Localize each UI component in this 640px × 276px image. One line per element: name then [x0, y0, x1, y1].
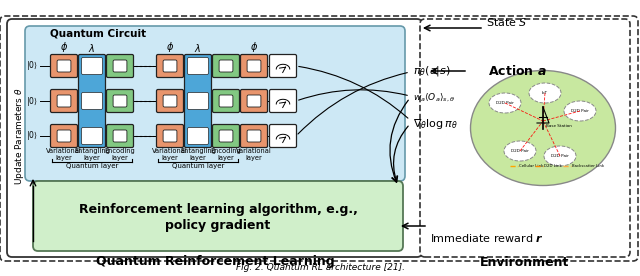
FancyBboxPatch shape	[51, 89, 77, 113]
Text: D2D Pair: D2D Pair	[496, 101, 514, 105]
Text: $|0\rangle$: $|0\rangle$	[26, 60, 38, 73]
Ellipse shape	[544, 146, 576, 166]
FancyBboxPatch shape	[219, 95, 233, 107]
Text: Base Station: Base Station	[546, 124, 572, 128]
Text: D2D Pair: D2D Pair	[571, 109, 589, 113]
FancyBboxPatch shape	[51, 54, 77, 78]
FancyBboxPatch shape	[269, 54, 296, 78]
Text: Update Parameters $\theta$: Update Parameters $\theta$	[13, 87, 26, 185]
FancyBboxPatch shape	[163, 95, 177, 107]
Text: $\lambda$: $\lambda$	[88, 42, 95, 54]
Text: Quantum Circuit: Quantum Circuit	[50, 28, 146, 38]
Text: Fig. 2. Quantum RL architecture [21].: Fig. 2. Quantum RL architecture [21].	[236, 263, 404, 272]
Text: Variational
layer: Variational layer	[236, 148, 272, 161]
Text: policy gradient: policy gradient	[165, 219, 271, 232]
FancyBboxPatch shape	[420, 19, 630, 257]
Ellipse shape	[564, 101, 596, 121]
FancyBboxPatch shape	[106, 124, 134, 147]
FancyBboxPatch shape	[269, 89, 296, 113]
FancyBboxPatch shape	[247, 60, 261, 72]
Text: D2D Pair: D2D Pair	[551, 154, 569, 158]
Text: Variational
layer: Variational layer	[46, 148, 82, 161]
Text: Quantum layer: Quantum layer	[66, 163, 118, 169]
Text: Reinforcement learning algorithm, e.g.,: Reinforcement learning algorithm, e.g.,	[79, 203, 357, 216]
Text: State $S$: State $S$	[486, 16, 528, 28]
FancyBboxPatch shape	[113, 60, 127, 72]
FancyBboxPatch shape	[81, 128, 102, 145]
Text: Quantum Reinforcement Learning: Quantum Reinforcement Learning	[96, 256, 334, 269]
FancyBboxPatch shape	[157, 124, 184, 147]
Text: $\nabla_{\theta} \log \pi_{\theta}$: $\nabla_{\theta} \log \pi_{\theta}$	[413, 117, 458, 131]
Text: $\phi$: $\phi$	[60, 40, 68, 54]
FancyBboxPatch shape	[247, 95, 261, 107]
FancyBboxPatch shape	[163, 130, 177, 142]
FancyBboxPatch shape	[241, 89, 268, 113]
FancyBboxPatch shape	[33, 181, 403, 251]
Text: $w_a\langle O_a\rangle_{s,\theta}$: $w_a\langle O_a\rangle_{s,\theta}$	[413, 92, 455, 104]
FancyBboxPatch shape	[212, 124, 239, 147]
Text: $\phi$: $\phi$	[166, 40, 174, 54]
FancyBboxPatch shape	[81, 92, 102, 110]
FancyBboxPatch shape	[219, 60, 233, 72]
Text: Cellular Link: Cellular Link	[519, 164, 543, 168]
FancyBboxPatch shape	[25, 26, 405, 181]
Text: $|0\rangle$: $|0\rangle$	[26, 129, 38, 142]
FancyBboxPatch shape	[188, 92, 209, 110]
FancyBboxPatch shape	[81, 57, 102, 75]
Text: Encoding
layer: Encoding layer	[211, 148, 241, 161]
Ellipse shape	[470, 70, 616, 185]
Text: $\pi_{\theta}(a|s)$: $\pi_{\theta}(a|s)$	[413, 64, 451, 78]
FancyBboxPatch shape	[157, 54, 184, 78]
Text: $\phi$: $\phi$	[250, 40, 258, 54]
Text: Quantum layer: Quantum layer	[172, 163, 224, 169]
FancyBboxPatch shape	[106, 89, 134, 113]
Text: Action $\boldsymbol{a}$: Action $\boldsymbol{a}$	[488, 64, 547, 78]
FancyBboxPatch shape	[219, 130, 233, 142]
FancyBboxPatch shape	[106, 54, 134, 78]
Text: IoT: IoT	[542, 91, 548, 95]
FancyBboxPatch shape	[163, 60, 177, 72]
FancyBboxPatch shape	[51, 124, 77, 147]
Text: Backscatter Link: Backscatter Link	[572, 164, 604, 168]
Text: Immediate reward $\boldsymbol{r}$: Immediate reward $\boldsymbol{r}$	[430, 232, 544, 244]
Text: Entangling
layer: Entangling layer	[180, 148, 216, 161]
FancyBboxPatch shape	[57, 60, 71, 72]
Text: $|0\rangle$: $|0\rangle$	[26, 94, 38, 107]
FancyBboxPatch shape	[113, 95, 127, 107]
FancyBboxPatch shape	[79, 54, 106, 147]
Text: D2D Pair: D2D Pair	[511, 149, 529, 153]
FancyBboxPatch shape	[157, 89, 184, 113]
FancyBboxPatch shape	[57, 130, 71, 142]
FancyBboxPatch shape	[241, 124, 268, 147]
Text: D2D Link: D2D Link	[544, 164, 562, 168]
Ellipse shape	[504, 141, 536, 161]
Ellipse shape	[489, 93, 521, 113]
Text: Environment: Environment	[480, 256, 570, 269]
FancyBboxPatch shape	[184, 54, 211, 147]
FancyBboxPatch shape	[212, 54, 239, 78]
FancyBboxPatch shape	[188, 57, 209, 75]
Text: Encoding
layer: Encoding layer	[104, 148, 136, 161]
FancyBboxPatch shape	[7, 19, 422, 257]
FancyBboxPatch shape	[188, 128, 209, 145]
Text: Variational
layer: Variational layer	[152, 148, 188, 161]
Text: Entangling
layer: Entangling layer	[74, 148, 110, 161]
FancyBboxPatch shape	[0, 16, 638, 261]
Ellipse shape	[529, 83, 561, 103]
FancyBboxPatch shape	[247, 130, 261, 142]
FancyBboxPatch shape	[57, 95, 71, 107]
Text: $\lambda$: $\lambda$	[195, 42, 202, 54]
FancyBboxPatch shape	[113, 130, 127, 142]
FancyBboxPatch shape	[269, 124, 296, 147]
FancyBboxPatch shape	[241, 54, 268, 78]
FancyBboxPatch shape	[212, 89, 239, 113]
